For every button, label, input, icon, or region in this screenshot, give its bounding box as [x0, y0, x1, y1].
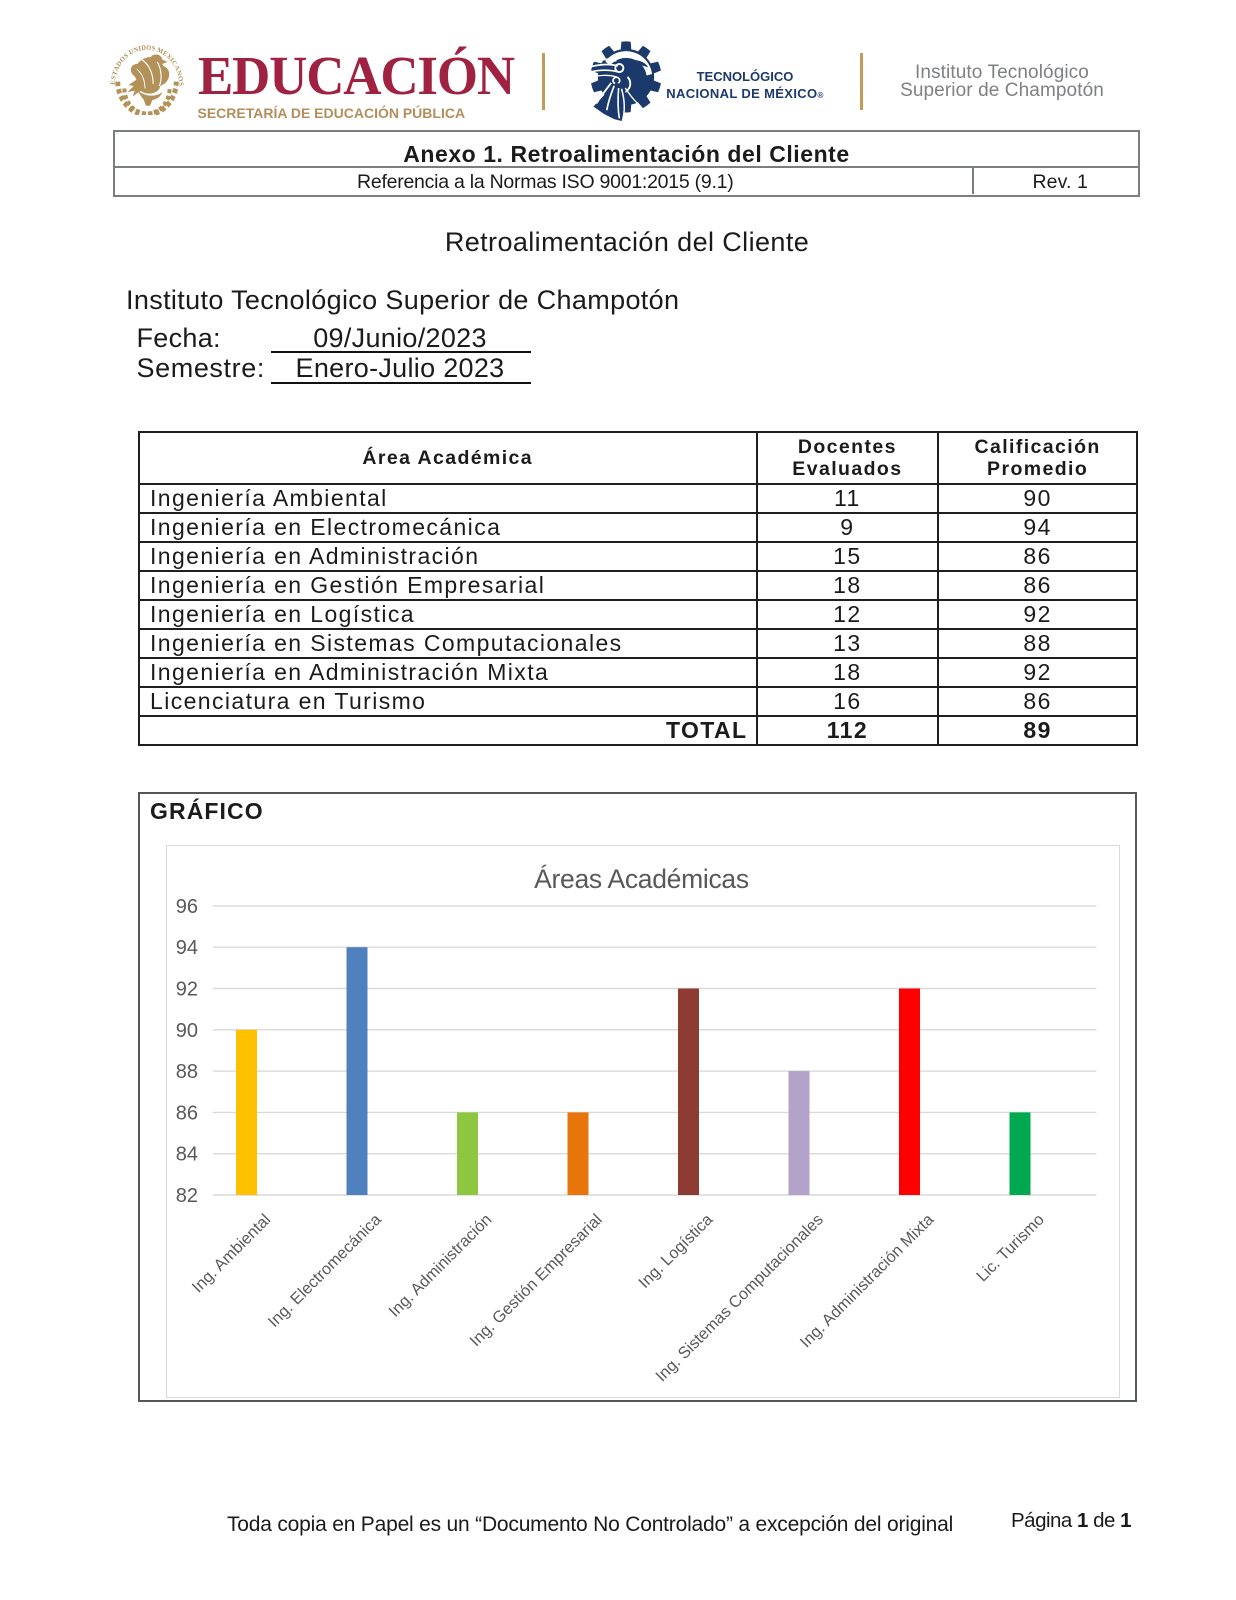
svg-text:Ing. Logística: Ing. Logística [635, 1210, 717, 1292]
svg-text:Lic. Turismo: Lic. Turismo [973, 1211, 1048, 1286]
svg-text:86: 86 [176, 1102, 198, 1124]
svg-text:Ing. Electromecánica: Ing. Electromecánica [265, 1210, 386, 1331]
svg-text:82: 82 [176, 1185, 198, 1207]
svg-text:92: 92 [176, 979, 198, 1001]
svg-text:84: 84 [176, 1144, 198, 1166]
svg-text:94: 94 [176, 937, 198, 959]
svg-text:Ing. Ambiental: Ing. Ambiental [189, 1211, 275, 1297]
svg-text:90: 90 [176, 1020, 198, 1042]
svg-text:Ing. Administración: Ing. Administración [385, 1211, 495, 1321]
svg-text:88: 88 [176, 1061, 198, 1083]
svg-text:96: 96 [176, 896, 198, 918]
svg-text:Ing. Gestión Empresarial: Ing. Gestión Empresarial [466, 1211, 605, 1350]
svg-text:Áreas Académicas: Áreas Académicas [534, 864, 749, 894]
